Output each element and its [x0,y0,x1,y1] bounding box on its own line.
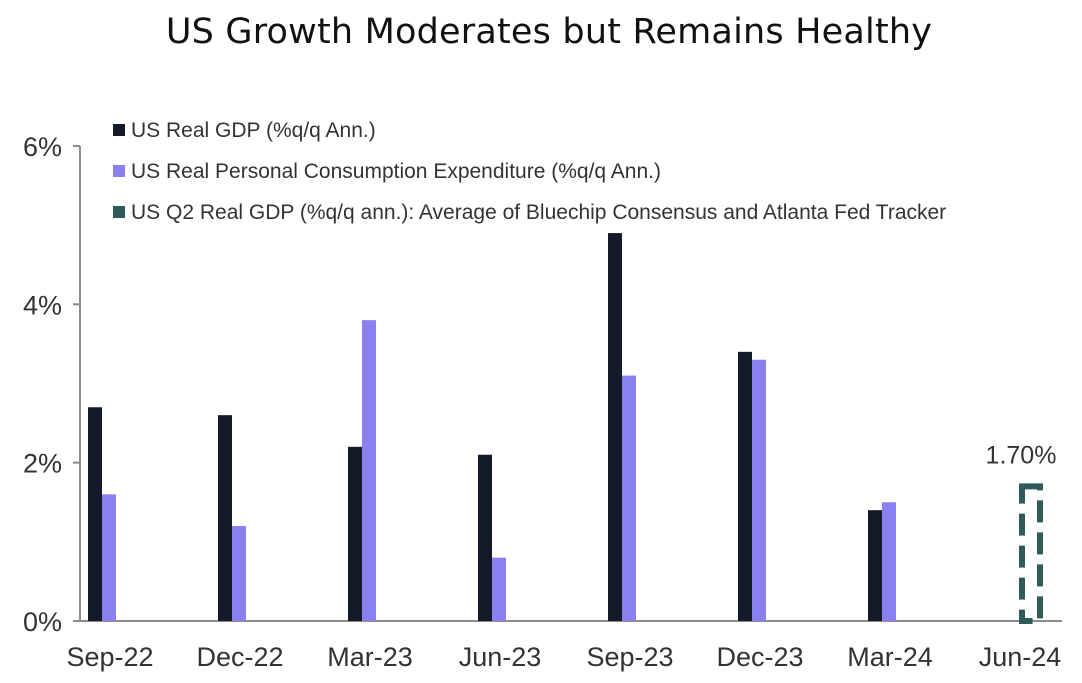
data-label: 1.70% [986,441,1057,469]
axes: 0% 2% 4% 6% Sep-22 Dec-22 Mar-23 Jun-23 Sep-23 De… [23,132,1062,672]
bars [88,233,1043,624]
bar-forecast [1019,483,1043,624]
bar-real-pce [102,494,116,621]
legend-label: US Real Personal Consumption Expenditure… [131,160,661,183]
x-tick-label: Sep-22 [66,642,153,672]
bar-real-gdp [738,351,752,621]
bar-real-gdp [88,407,102,621]
bar-real-pce [882,502,896,621]
bar-real-pce [362,320,376,621]
labels: 1.70% [986,441,1057,469]
bar-real-pce [752,359,766,621]
bar-real-pce [492,557,506,621]
legend-swatch [113,165,125,177]
chart-title: US Growth Moderates but Remains Healthy [165,12,933,52]
x-tick-label: Jun-24 [979,642,1062,672]
x-tick-label: Mar-23 [327,642,413,672]
x-tick-label: Mar-24 [847,642,933,672]
legend: US Real GDP (%q/q Ann.) US Real Personal … [113,119,946,224]
bar-real-pce [622,375,636,621]
legend-label: US Real GDP (%q/q Ann.) [131,119,376,142]
y-tick-label: 6% [23,132,62,162]
bar-real-gdp [608,233,622,622]
legend-label: US Q2 Real GDP (%q/q ann.): Average of B… [131,201,946,224]
legend-swatch [113,206,125,218]
bar-real-pce [232,526,246,621]
x-tick-label: Sep-23 [586,642,673,672]
x-tick-label: Dec-22 [196,642,283,672]
legend-swatch [113,124,125,136]
bar-real-gdp [218,415,232,621]
y-tick-label: 0% [23,607,62,637]
y-tick-label: 2% [23,449,62,479]
x-tick-label: Jun-23 [459,642,542,672]
y-tick-label: 4% [23,290,62,320]
bar-real-gdp [868,510,882,621]
bar-real-gdp [478,454,492,621]
x-tick-label: Dec-23 [716,642,803,672]
bar-real-gdp [348,446,362,621]
